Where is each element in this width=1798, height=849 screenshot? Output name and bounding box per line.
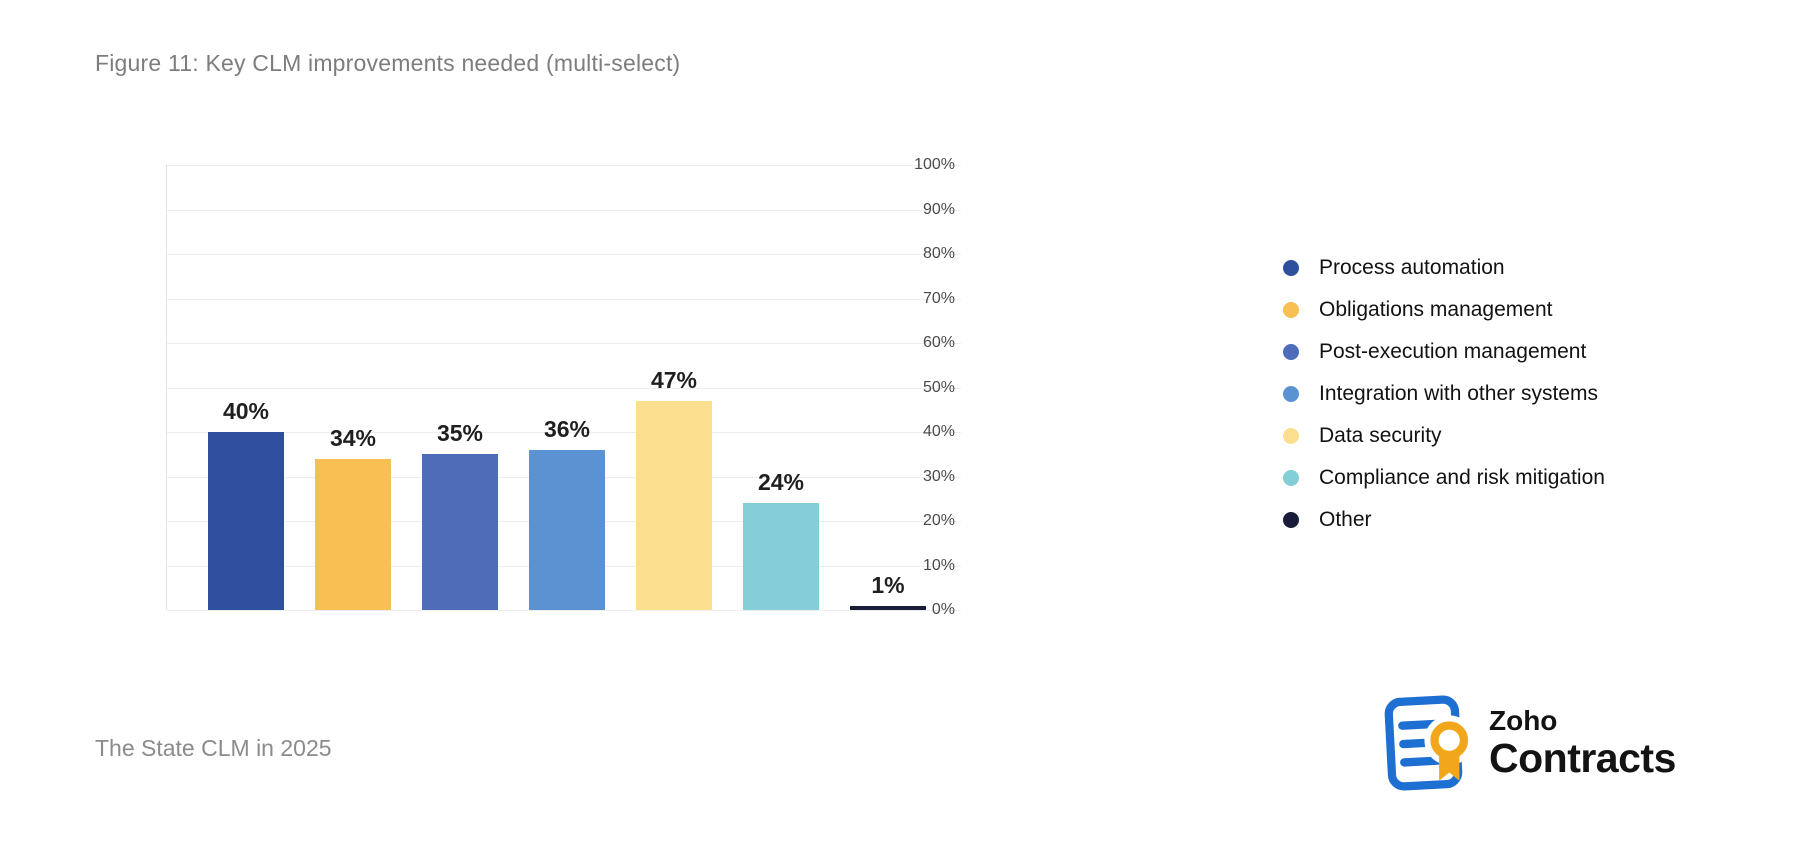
bar: [529, 449, 605, 610]
legend-item: Post-execution management: [1283, 331, 1605, 373]
gridline: [167, 387, 961, 389]
bar-value-label: 1%: [871, 571, 905, 598]
bar-group: 40%: [208, 398, 284, 610]
bar: [743, 503, 819, 610]
bar-value-label: 24%: [757, 469, 805, 496]
legend-label: Integration with other systems: [1319, 382, 1598, 405]
y-tick-label: 0%: [931, 601, 955, 618]
legend-swatch: [1283, 344, 1299, 360]
bar-group: 1%: [850, 572, 926, 610]
legend-label: Compliance and risk mitigation: [1319, 466, 1605, 489]
y-tick-label: 20%: [922, 512, 955, 529]
legend-label: Data security: [1319, 424, 1442, 447]
figure-title: Figure 11: Key CLM improvements needed (…: [95, 50, 681, 76]
bar-value-label: 36%: [543, 415, 591, 442]
chart-legend: Process automation Obligations management…: [1283, 247, 1605, 541]
legend-label: Post-execution management: [1319, 340, 1587, 363]
y-tick-label: 80%: [922, 245, 955, 262]
legend-item: Other: [1283, 499, 1605, 541]
bar: [850, 605, 926, 610]
bars-row: 40% 34% 35% 36% 47% 24% 1%: [208, 165, 926, 610]
logo-product-text: Contracts: [1489, 735, 1676, 782]
bar-group: 24%: [743, 469, 819, 610]
bar-group: 35%: [422, 420, 498, 610]
y-tick-label: 70%: [922, 289, 955, 307]
y-tick-label: 100%: [914, 156, 955, 173]
bar: [422, 454, 498, 610]
bar-value-label: 35%: [436, 420, 484, 447]
y-tick-label: 40%: [922, 423, 955, 440]
gridline: [167, 432, 961, 433]
legend-label: Other: [1319, 508, 1372, 531]
gridline: [167, 298, 961, 300]
bar-group: 34%: [315, 425, 391, 610]
y-tick-label: 10%: [922, 556, 955, 574]
legend-label: Process automation: [1319, 256, 1505, 279]
legend-swatch: [1283, 428, 1299, 444]
y-tick-label: 90%: [922, 200, 955, 218]
legend-label: Obligations management: [1319, 298, 1553, 321]
bar: [636, 400, 712, 610]
bar-value-label: 34%: [329, 424, 377, 451]
gridline: [167, 209, 961, 211]
bar-value-label: 47%: [650, 366, 698, 393]
y-tick-label: 30%: [922, 467, 955, 485]
y-tick-label: 50%: [922, 378, 955, 396]
gridline: [167, 165, 961, 166]
bar: [315, 458, 391, 610]
y-tick-label: 60%: [922, 334, 955, 351]
legend-swatch: [1283, 512, 1299, 528]
gridline: [167, 254, 961, 255]
legend-swatch: [1283, 470, 1299, 486]
gridline: [167, 343, 961, 344]
bar-chart: 40% 34% 35% 36% 47% 24% 1% 100% 90% 80% 70% 60% 50%…: [100, 156, 965, 625]
legend-item: Compliance and risk mitigation: [1283, 457, 1605, 499]
legend-item: Obligations management: [1283, 289, 1605, 331]
bar: [208, 432, 284, 610]
bar-value-label: 40%: [222, 398, 270, 424]
contract-document-icon: [1384, 695, 1475, 791]
logo-brand-text: Zoho: [1489, 704, 1558, 736]
legend-item: Process automation: [1283, 247, 1605, 289]
source-caption: The State CLM in 2025: [95, 735, 332, 761]
bar-group: 47%: [636, 367, 712, 610]
seal-ribbon-icon: [1424, 715, 1475, 781]
legend-swatch: [1283, 260, 1299, 276]
logo-wordmark: Zoho Contracts: [1489, 704, 1676, 782]
legend-item: Data security: [1283, 415, 1605, 457]
legend-item: Integration with other systems: [1283, 373, 1605, 415]
legend-swatch: [1283, 302, 1299, 318]
legend-swatch: [1283, 386, 1299, 402]
chart-plot-area: 40% 34% 35% 36% 47% 24% 1%: [166, 165, 961, 611]
zoho-contracts-logo: Zoho Contracts: [1383, 692, 1676, 794]
gridline: [167, 610, 961, 611]
bar-group: 36%: [529, 416, 605, 610]
